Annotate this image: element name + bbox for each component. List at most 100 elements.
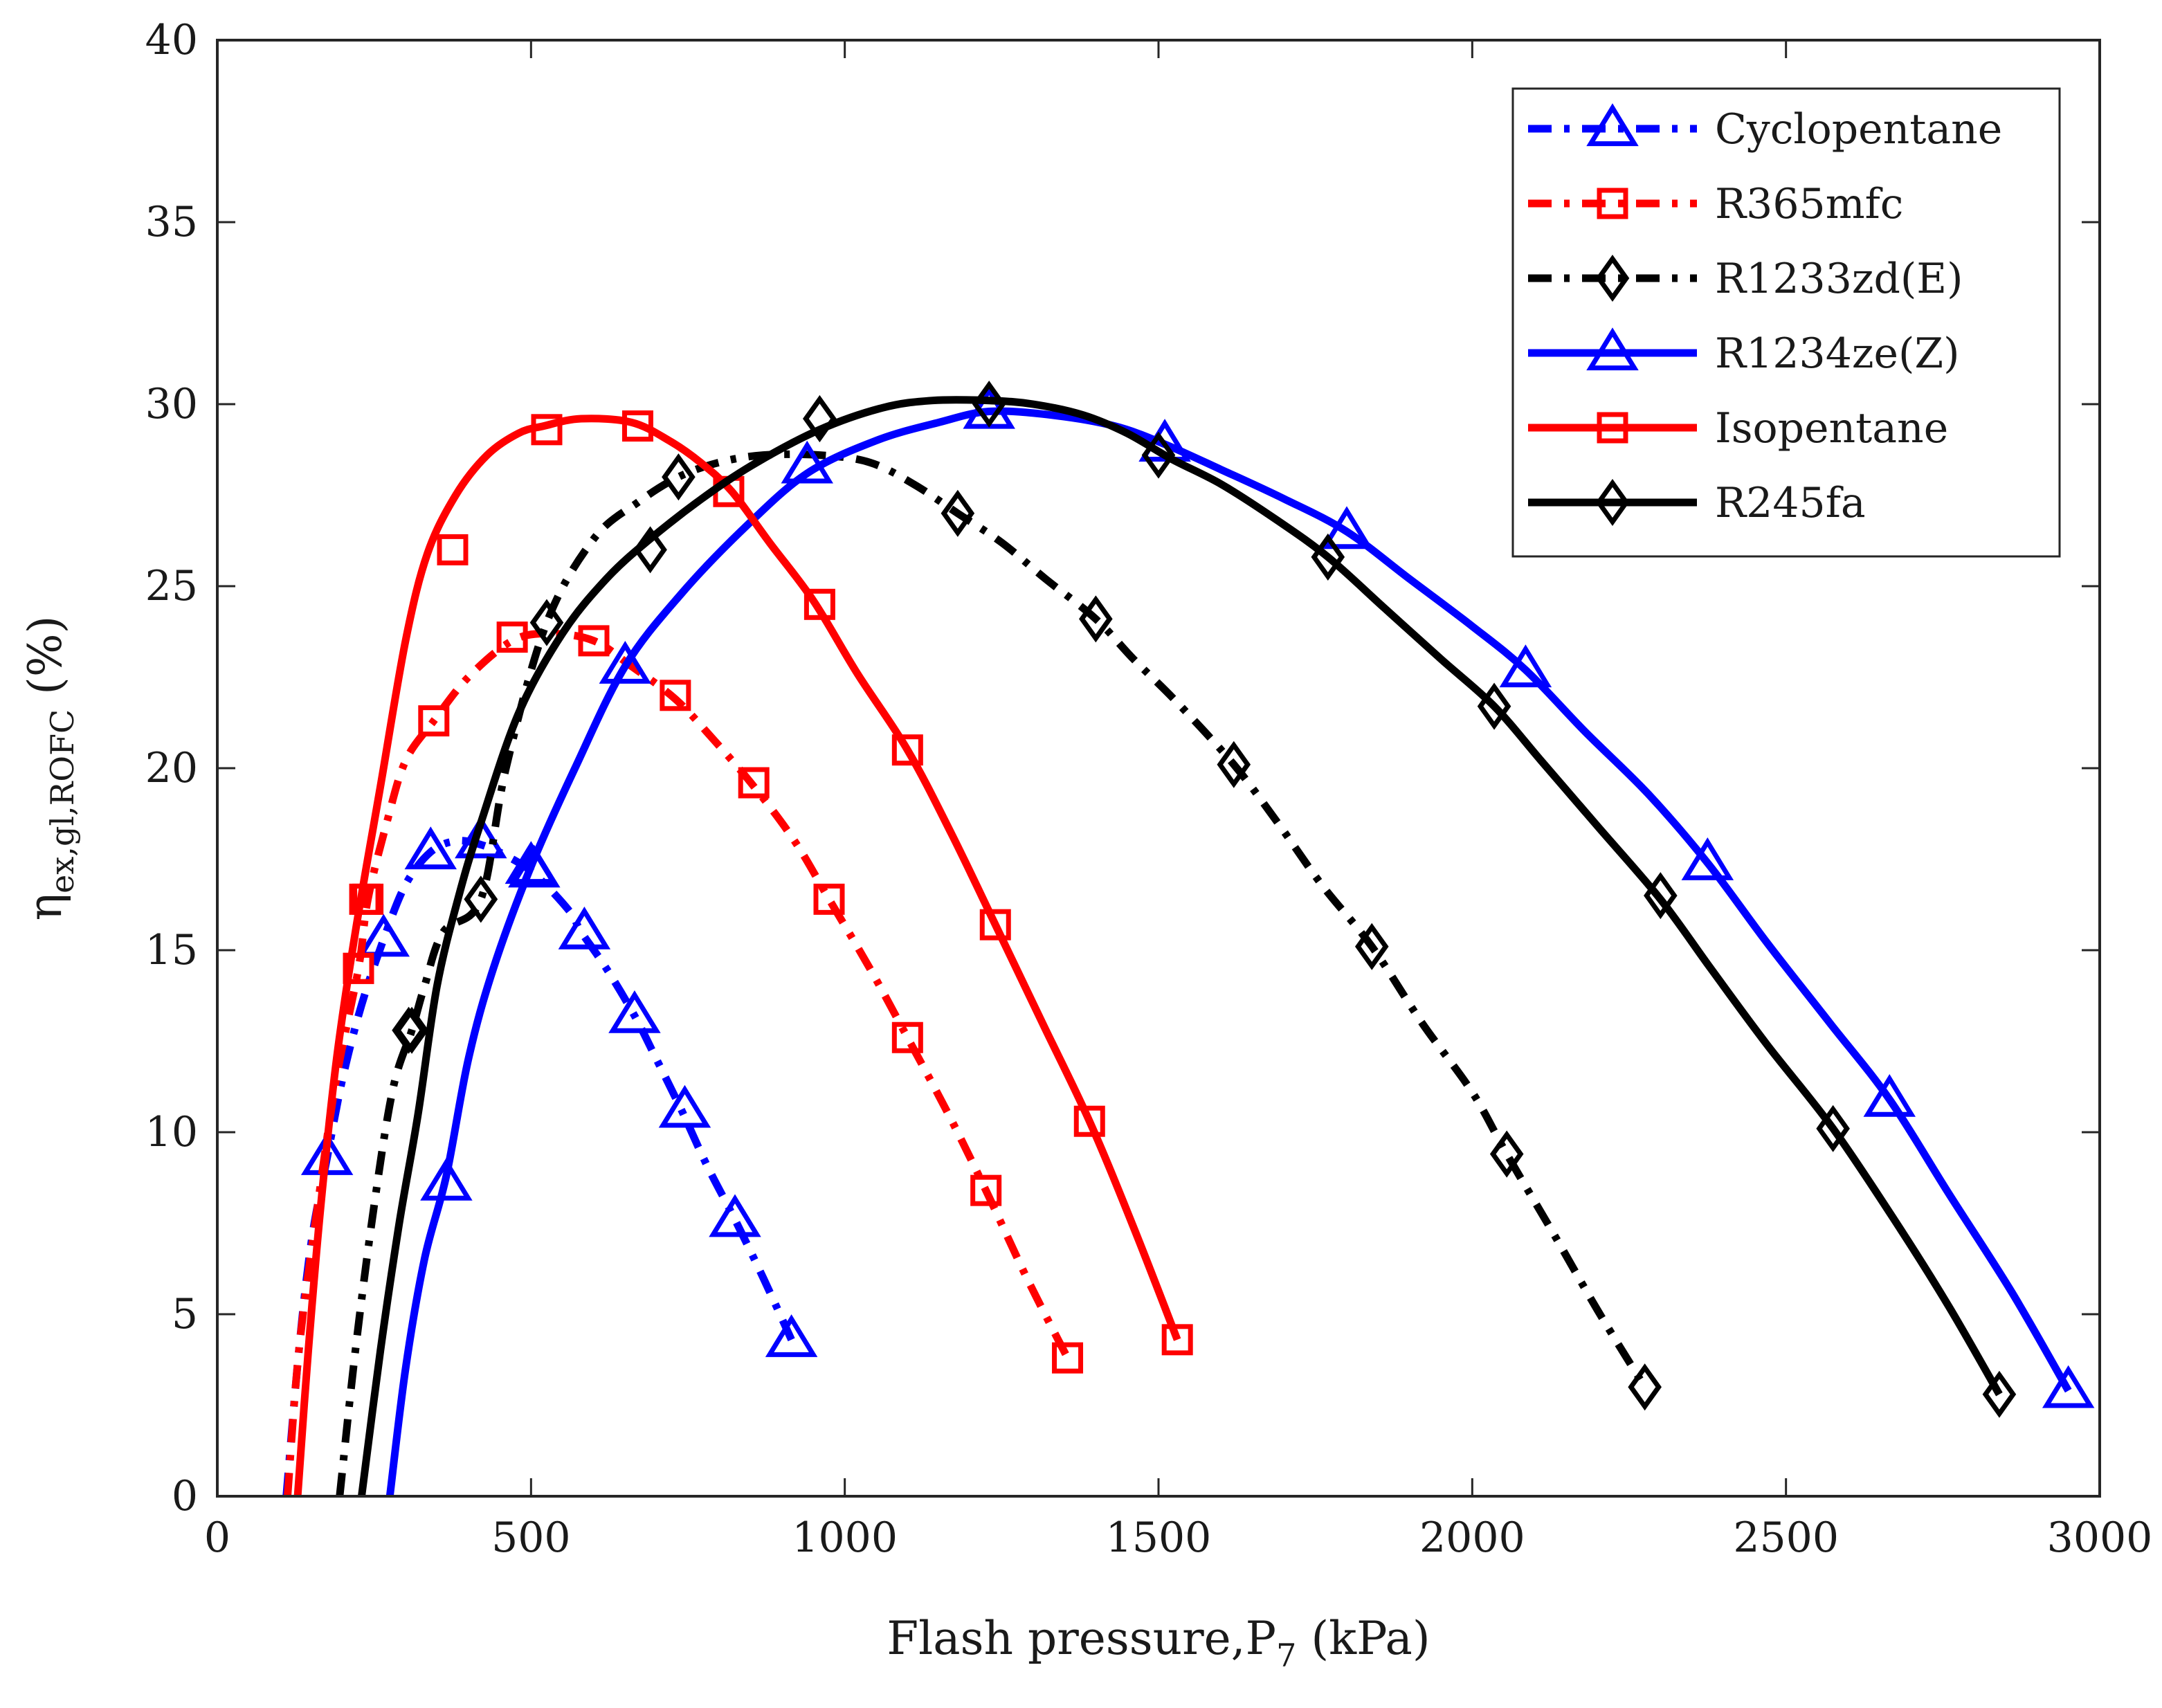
series-line-isopentane: [293, 415, 1181, 1497]
legend-entries: Cyclopentane R365mfc R1233zd(E) R1234ze(Z) I…: [1528, 103, 2002, 527]
x-tick-label: 1000: [792, 1514, 898, 1562]
x-tick-label: 3000: [2047, 1514, 2153, 1562]
data-point-isopentane: [621, 410, 653, 442]
legend-marker: [1595, 254, 1630, 302]
data-point-cyclopentane: [765, 1314, 818, 1357]
data-point-isopentane: [891, 734, 923, 766]
x-tick-label: 1500: [1106, 1514, 1212, 1562]
data-point-isopentane: [531, 414, 563, 446]
data-point-r365mfc: [970, 1174, 1002, 1206]
data-point-r1233zd-e: [941, 489, 975, 537]
data-point-r365mfc: [578, 625, 610, 657]
legend-marker: [1586, 103, 1639, 147]
data-point-cyclopentane: [558, 906, 611, 950]
data-point-r1233zd-e: [394, 1006, 429, 1054]
data-point-r1234ze-z: [1681, 837, 1734, 880]
plot-area: 0 500 1000 1500 2000 2500 3000 0 5 10 15 20 25 30 35 40: [145, 16, 2153, 1562]
legend-label: R1233zd(E): [1715, 255, 1963, 303]
legend-entry-r245fa: R245fa: [1528, 478, 1866, 527]
data-point-r1233zd-e: [1079, 595, 1113, 643]
y-tick-label: 20: [145, 744, 198, 792]
legend-label: R245fa: [1715, 479, 1866, 527]
data-point-r365mfc: [813, 883, 845, 915]
x-tick-label: 0: [204, 1514, 230, 1562]
series-line-r245fa: [358, 396, 2003, 1497]
data-point-r245fa: [392, 1006, 426, 1054]
legend-entry-r365mfc: R365mfc: [1528, 180, 1903, 228]
data-point-r245fa: [1141, 431, 1176, 479]
y-tick-label: 30: [145, 380, 198, 428]
data-point-r245fa: [1311, 533, 1345, 581]
legend-marker: [1597, 188, 1628, 219]
data-point-isopentane: [1073, 1105, 1105, 1137]
data-point-r245fa: [1644, 872, 1678, 920]
data-point-r365mfc: [496, 621, 528, 653]
data-point-r1234ze-z: [1863, 1073, 1916, 1117]
data-point-r245fa: [972, 380, 1006, 428]
legend-entry-cyclopentane: Cyclopentane: [1528, 103, 2002, 154]
data-point-r1234ze-z: [2042, 1365, 2095, 1408]
data-point-r1233zd-e: [1489, 1130, 1524, 1178]
x-tick-label: 2000: [1419, 1514, 1525, 1562]
data-point-cyclopentane: [608, 990, 661, 1033]
data-point-r1234ze-z: [505, 841, 558, 884]
data-point-r1234ze-z: [1499, 644, 1552, 688]
data-point-r245fa: [803, 395, 837, 443]
y-tick-label: 40: [145, 16, 198, 64]
legend-label: Isopentane: [1715, 404, 1948, 453]
data-point-isopentane: [979, 909, 1011, 941]
data-point-r245fa: [1816, 1105, 1850, 1152]
series-r245fa: [358, 380, 2017, 1497]
data-point-r245fa: [464, 875, 498, 923]
data-point-isopentane: [349, 883, 381, 915]
data-point-r245fa: [1982, 1370, 2017, 1418]
x-axis-title: Flash pressure,P7 (kPa): [887, 1612, 1430, 1674]
legend-label: R1234ze(Z): [1715, 329, 1960, 378]
data-point-isopentane: [437, 534, 469, 565]
data-point-cyclopentane: [357, 914, 410, 957]
data-point-isopentane: [803, 588, 835, 620]
legend-marker: [1595, 478, 1630, 527]
y-tick-label: 35: [145, 198, 198, 246]
legend-entry-r1233zd-e: R1233zd(E): [1528, 254, 1963, 303]
data-point-r1233zd-e: [1217, 741, 1251, 788]
y-tick-label: 10: [145, 1108, 198, 1156]
data-point-cyclopentane: [404, 826, 457, 870]
data-point-r245fa: [1477, 682, 1511, 730]
data-point-r365mfc: [660, 680, 691, 711]
data-point-isopentane: [1161, 1324, 1193, 1356]
data-point-r1233zd-e: [1628, 1363, 1662, 1411]
y-tick-label: 15: [145, 926, 198, 974]
legend-box: [1511, 87, 2061, 558]
data-point-r1234ze-z: [1320, 506, 1373, 549]
legend-entry-isopentane: Isopentane: [1528, 404, 1948, 453]
y-axis-title: ηex,gl,ROFC (%): [19, 616, 81, 921]
legend: Cyclopentane R365mfc R1233zd(E) R1234ze(Z) I…: [1511, 87, 2061, 558]
y-tick-label: 25: [145, 562, 198, 610]
series-layer: [282, 380, 2095, 1497]
data-point-cyclopentane: [658, 1084, 711, 1128]
legend-marker: [1597, 412, 1628, 444]
data-point-r1233zd-e: [662, 453, 696, 501]
data-point-r365mfc: [738, 767, 770, 799]
data-point-cyclopentane: [455, 815, 507, 859]
legend-label: Cyclopentane: [1715, 105, 2002, 154]
data-point-r365mfc: [418, 705, 450, 737]
data-point-cyclopentane: [709, 1194, 761, 1237]
data-point-r1234ze-z: [781, 440, 834, 484]
data-point-r1234ze-z: [599, 641, 652, 684]
data-point-isopentane: [343, 952, 374, 984]
legend-marker: [1586, 327, 1639, 371]
y-tick-label: 0: [172, 1472, 198, 1520]
legend-entry-r1234ze-z: R1234ze(Z): [1528, 327, 1960, 378]
y-tick-label: 5: [172, 1290, 198, 1338]
data-point-r365mfc: [891, 1021, 923, 1053]
legend-label: R365mfc: [1715, 180, 1903, 228]
x-tick-label: 2500: [1733, 1514, 1839, 1562]
series-line-r1233zd-e: [336, 450, 1648, 1497]
data-point-r245fa: [633, 526, 667, 574]
data-point-r365mfc: [1052, 1342, 1084, 1374]
data-point-r1233zd-e: [1354, 923, 1389, 970]
x-tick-label: 500: [491, 1514, 571, 1562]
